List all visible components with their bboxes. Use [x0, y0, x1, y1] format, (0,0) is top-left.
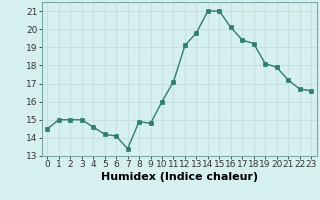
X-axis label: Humidex (Indice chaleur): Humidex (Indice chaleur) [100, 172, 258, 182]
